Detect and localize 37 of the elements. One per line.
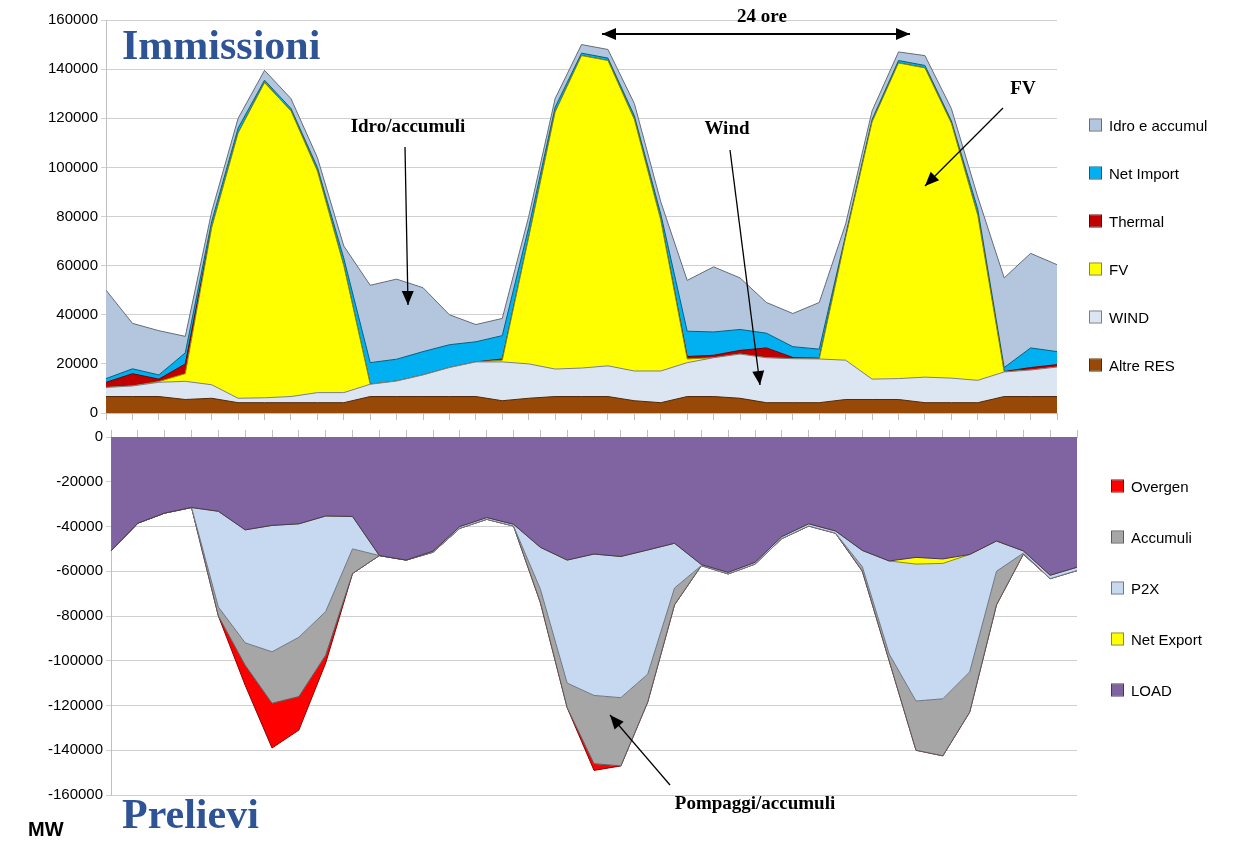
annotation: Idro/accumuli [350,114,466,136]
y-tick-label: -60000 [56,561,104,579]
legend-label: Accumuli [1131,528,1192,546]
annotation: Wind [704,116,750,138]
legend-label: Idro e accumul [1109,116,1208,134]
legend-label: Overgen [1131,477,1189,495]
legend-label: Net Export [1131,630,1202,648]
text: Prelievi [122,791,259,837]
y-tick-label: -40000 [56,516,104,534]
y-tick-label: 40000 [56,304,99,322]
y-tick-label: -120000 [47,695,104,713]
annotation: FV [1010,76,1036,98]
y-tick-label: 60000 [56,255,99,273]
legend-label: P2X [1131,579,1160,597]
y-tick-label: 140000 [47,59,99,77]
y-tick-label: 20000 [56,354,99,372]
annotation: 24 ore [737,4,787,26]
legend-label: WIND [1109,308,1149,326]
legend-label: Altre RES [1109,356,1175,374]
y-tick-label: -100000 [47,650,104,668]
y-tick-label: -140000 [47,740,104,758]
y-tick-label: 120000 [47,108,99,126]
y-tick-label: 80000 [56,206,99,224]
y-tick-label: 160000 [47,10,99,28]
y-axis-title: MW [28,818,64,840]
legend-label: Net Import [1109,164,1180,182]
legend-label: Thermal [1109,212,1165,230]
y-tick-label: -80000 [56,606,104,624]
y-tick-label: 0 [89,403,99,421]
y-tick-label: -160000 [47,785,104,803]
y-tick-label: 0 [94,427,104,445]
y-tick-label: -20000 [56,471,104,489]
legend-label: LOAD [1131,681,1172,699]
legend-label: FV [1109,260,1129,278]
annotation: Pompaggi/accumuli [674,791,836,813]
y-tick-label: 100000 [47,157,99,175]
chart-title: Immissioni [122,22,321,68]
